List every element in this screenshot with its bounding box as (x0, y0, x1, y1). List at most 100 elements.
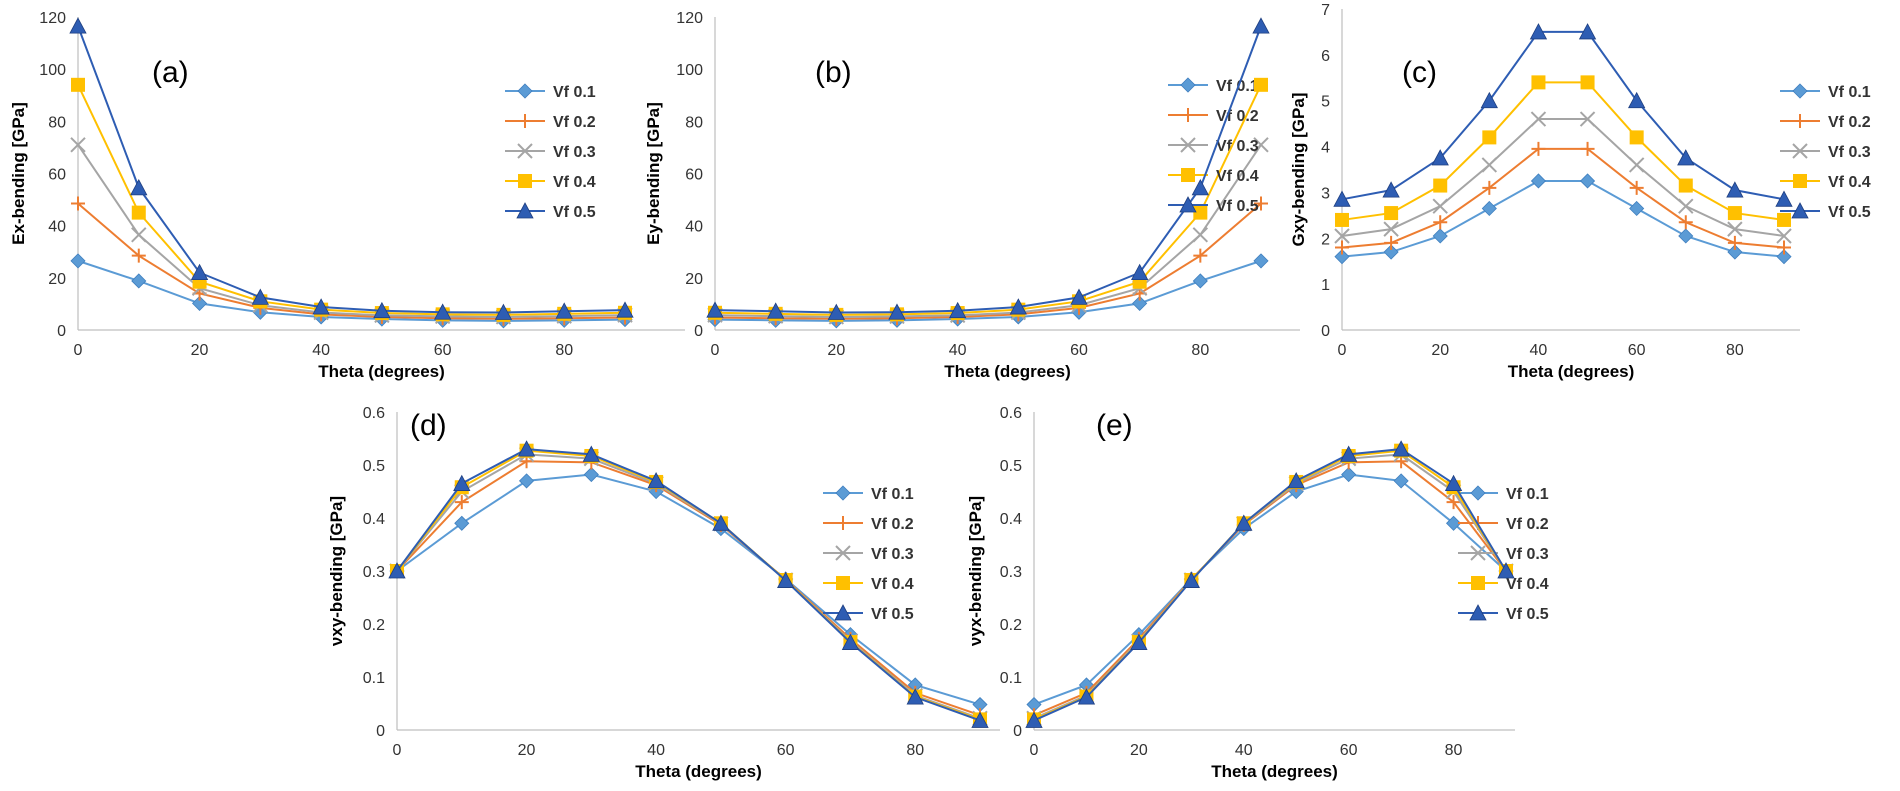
series-line-0 (396, 473, 981, 706)
series-line-1 (1341, 147, 1785, 249)
legend-marker (1792, 143, 1808, 159)
x-tick-label: 80 (1726, 342, 1744, 359)
x-tick-label: 80 (1191, 342, 1209, 359)
data-point (555, 302, 573, 319)
y-tick-label: 0.6 (363, 405, 385, 422)
data-point (777, 571, 795, 588)
data-point (131, 227, 147, 243)
chart-panel-4: 0 0.1 0.2 0.3 0.4 0.5 0.6 0 20 40 60 80 Theta (degre… (966, 405, 1549, 781)
legend-label: Vf 0.3 (1506, 546, 1549, 563)
legend-label: Vf 0.4 (1506, 576, 1549, 593)
data-point (1480, 91, 1499, 109)
x-tick-label: 80 (555, 342, 573, 359)
legend-label: Vf 0.1 (871, 486, 914, 503)
data-point (1727, 244, 1743, 260)
data-point (1727, 206, 1742, 221)
series-line-3 (714, 84, 1262, 316)
data-point (1130, 263, 1149, 281)
data-point (388, 562, 406, 579)
legend-marker (1470, 485, 1486, 501)
x-tick-label: 0 (711, 342, 720, 359)
chart-panel-1: 0 20 40 60 80 100 120 0 20 40 60 80 Theta (degrees) E… (644, 10, 1300, 381)
data-point (1482, 180, 1497, 195)
legend-label: Vf 0.3 (871, 546, 914, 563)
legend-label: Vf 0.5 (1828, 204, 1871, 221)
legend-marker (1469, 604, 1487, 621)
data-point (1335, 212, 1349, 227)
legend-label: Vf 0.4 (553, 174, 596, 191)
data-point (1382, 181, 1400, 198)
data-point (1726, 181, 1744, 198)
data-point (1445, 515, 1462, 531)
data-point (1431, 149, 1449, 166)
legend-marker (1180, 77, 1196, 93)
data-point (1776, 249, 1792, 265)
y-tick-label: 0 (1321, 323, 1330, 340)
series-line-0 (1341, 179, 1785, 258)
x-tick-label: 0 (393, 742, 402, 759)
series-line-1 (1033, 460, 1507, 717)
data-point (1677, 149, 1695, 166)
x-tick-label: 20 (827, 342, 845, 359)
data-point (1182, 571, 1201, 588)
y-tick-label: 20 (685, 271, 703, 288)
x-tick-label: 60 (777, 742, 795, 759)
data-point (841, 633, 860, 650)
series-line-0 (1033, 473, 1507, 706)
x-tick-label: 0 (1338, 342, 1347, 359)
legend-label: Vf 0.1 (1828, 84, 1871, 101)
y-axis-title: Ex-bending [GPa] (9, 102, 28, 245)
data-point (1727, 235, 1742, 250)
y-tick-label: 0.1 (363, 670, 385, 687)
data-point (1254, 196, 1268, 211)
y-axis-title: Gxy-bending [GPa] (1289, 93, 1308, 247)
data-point (1432, 228, 1448, 244)
data-point (1629, 200, 1645, 217)
legend-marker (834, 604, 852, 621)
series-line-4 (77, 25, 626, 314)
data-point (1383, 221, 1399, 237)
legend-label: Vf 0.5 (553, 204, 596, 221)
legend-label: Vf 0.4 (1828, 174, 1871, 191)
x-tick-label: 60 (1628, 342, 1646, 359)
data-point (454, 515, 470, 531)
data-point (949, 301, 967, 319)
data-point (706, 301, 724, 318)
data-point (1252, 17, 1270, 34)
data-point (1629, 180, 1644, 195)
data-point (1077, 688, 1096, 705)
data-point (71, 196, 85, 211)
x-tick-label: 20 (191, 342, 209, 359)
legend-marker (1791, 202, 1809, 219)
data-point (1339, 445, 1358, 462)
legend-marker (835, 485, 851, 501)
data-point (69, 17, 87, 34)
series-line-2 (77, 144, 626, 318)
data-point (971, 711, 989, 728)
data-point (1341, 466, 1357, 483)
y-tick-label: 0.3 (363, 564, 385, 581)
data-point (1193, 205, 1208, 220)
data-point (70, 137, 86, 153)
x-tick-label: 60 (434, 342, 452, 359)
panel-label: (d) (410, 409, 447, 442)
x-tick-label: 60 (1340, 742, 1358, 759)
legend-marker (518, 174, 532, 188)
data-point (1777, 240, 1791, 255)
series-line-1 (396, 460, 981, 717)
data-point (1334, 228, 1350, 244)
data-point (373, 301, 391, 319)
data-point (494, 303, 513, 320)
panel-label: (e) (1096, 409, 1133, 442)
y-tick-label: 0 (694, 323, 703, 340)
y-tick-label: 60 (685, 167, 703, 184)
data-point (1529, 23, 1548, 40)
data-point (582, 445, 600, 462)
data-point (130, 178, 148, 196)
data-point (1578, 23, 1597, 40)
x-tick-label: 80 (1445, 742, 1463, 759)
data-point (71, 77, 85, 92)
data-point (1193, 248, 1208, 263)
legend-marker (1471, 576, 1485, 590)
data-point (1530, 173, 1547, 189)
